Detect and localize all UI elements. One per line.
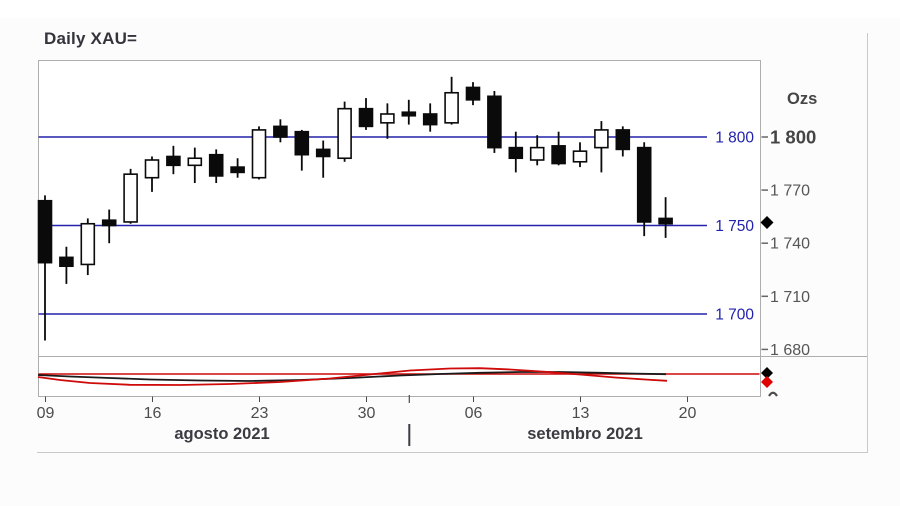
indicator-sub-panel[interactable] <box>38 356 761 397</box>
candle-body-2021-08-25[interactable] <box>294 130 310 156</box>
x-axis-label-20: 20 <box>679 405 697 422</box>
price-axis-label-1680: 1 680 <box>770 342 810 359</box>
candle-body-2021-09-07[interactable] <box>487 95 502 149</box>
x-axis-label-13: 13 <box>572 405 590 422</box>
x-axis-label-06: 06 <box>465 405 483 422</box>
candle-body-2021-08-23[interactable] <box>251 129 267 179</box>
x-axis-label-30: 30 <box>358 405 376 422</box>
month-label-agosto: agosto 2021 <box>174 425 270 443</box>
level-line-label-1700: 1 700 <box>715 307 754 324</box>
candle-body-2021-09-03[interactable] <box>444 91 459 124</box>
candle-body-2021-09-02[interactable] <box>422 113 438 126</box>
candle-body-2021-08-24[interactable] <box>273 125 288 138</box>
candle-body-2021-08-13[interactable] <box>123 173 138 223</box>
candle-body-2021-08-09[interactable] <box>37 199 53 264</box>
chart-title: Daily XAU= <box>44 29 138 48</box>
candle-body-2021-08-12[interactable] <box>101 219 117 227</box>
candle-body-2021-09-06[interactable] <box>465 86 481 101</box>
indicator-line-ma-red <box>37 367 668 386</box>
indicator-line-ma-black <box>37 371 667 382</box>
last-price-diamond-marker <box>760 215 774 229</box>
clipped-value-glyph <box>768 391 778 397</box>
x-axis-label-23: 23 <box>251 405 269 422</box>
indicator-red-diamond-marker <box>761 376 773 388</box>
x-axis-label-09: 09 <box>37 405 55 422</box>
price-axis-label-1770: 1 770 <box>770 183 810 200</box>
candle-body-2021-09-16[interactable] <box>636 146 652 223</box>
candle-body-2021-09-15[interactable] <box>615 129 631 151</box>
candle-body-2021-09-13[interactable] <box>572 150 588 163</box>
candle-body-2021-09-08[interactable] <box>508 146 524 160</box>
candle-body-2021-08-16[interactable] <box>144 159 160 179</box>
month-label-setembro: setembro 2021 <box>527 425 643 443</box>
candle-body-2021-09-14[interactable] <box>594 129 609 149</box>
candle-body-2021-09-09[interactable] <box>529 146 545 161</box>
price-axis-label-1740: 1 740 <box>770 236 810 253</box>
main-price-panel[interactable] <box>38 60 761 357</box>
candle-body-2021-08-19[interactable] <box>208 153 224 177</box>
candle-body-2021-08-31[interactable] <box>380 113 395 124</box>
level-line-label-1800: 1 800 <box>715 130 754 147</box>
candle-body-2021-08-27[interactable] <box>337 107 352 160</box>
level-line-label-1750: 1 750 <box>715 218 754 235</box>
price-axis-unit-label: Ozs <box>787 90 818 108</box>
candle-body-2021-08-20[interactable] <box>230 166 245 174</box>
candle-body-2021-08-11[interactable] <box>80 222 96 266</box>
candle-body-2021-08-30[interactable] <box>358 107 374 128</box>
candle-body-2021-09-01[interactable] <box>401 111 417 117</box>
candle-body-2021-09-10[interactable] <box>551 145 566 165</box>
x-axis-label-16: 16 <box>144 405 162 422</box>
candle-body-2021-09-17[interactable] <box>658 217 673 225</box>
indicator-black-diamond-marker <box>761 367 773 379</box>
candle-body-2021-08-26[interactable] <box>315 148 331 158</box>
price-axis-label-1800: 1 800 <box>770 127 816 148</box>
candle-body-2021-08-18[interactable] <box>187 157 203 167</box>
candle-body-2021-08-10[interactable] <box>59 256 74 268</box>
price-axis-label-1710: 1 710 <box>770 289 810 306</box>
candle-body-2021-08-17[interactable] <box>166 155 181 167</box>
